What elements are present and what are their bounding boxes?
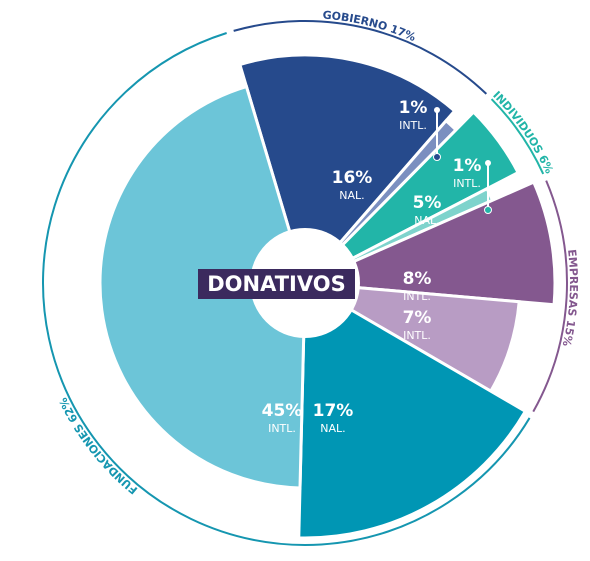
segment-name: NAL. [320, 422, 345, 435]
segment-name: INTL. [453, 177, 481, 190]
value-label: 8% [403, 269, 432, 289]
segment-name: NAL. [414, 214, 439, 227]
segment-name: INTL. [403, 329, 431, 342]
group-label: EMPRESAS 15% [560, 249, 580, 348]
center-label-box [198, 269, 355, 299]
value-label: 17% [313, 401, 354, 421]
segment-name: INTL. [403, 290, 431, 303]
pin-dot [484, 206, 492, 214]
pin-dot [485, 160, 491, 166]
segment [237, 53, 457, 287]
segment-name: INTL. [399, 119, 427, 132]
group-ring [490, 98, 545, 175]
group-ring [532, 180, 568, 413]
value-label: 1% [399, 98, 428, 118]
svg-text:EMPRESAS 15%: EMPRESAS 15% [560, 249, 580, 348]
segment-name: NAL. [339, 189, 364, 202]
segment [303, 109, 521, 285]
group-label: GOBIERNO 17% [322, 9, 418, 45]
group-ring [233, 20, 488, 95]
segment-name: INTL. [268, 422, 296, 435]
group-label: FUNDACIONES 62% [57, 395, 141, 496]
center-label: DONATIVOS [207, 272, 345, 296]
group-ring [42, 32, 531, 546]
svg-text:FUNDACIONES 62%: FUNDACIONES 62% [57, 395, 141, 496]
value-label: 7% [403, 308, 432, 328]
value-label: 45% [262, 401, 303, 421]
segment [297, 280, 528, 540]
pin-dot [433, 153, 441, 161]
segment [304, 180, 557, 307]
value-label: 16% [332, 168, 373, 188]
pin-dot [434, 107, 440, 113]
value-label: 1% [453, 156, 482, 176]
svg-text:GOBIERNO 17%: GOBIERNO 17% [322, 9, 418, 45]
value-label: 5% [413, 193, 442, 213]
